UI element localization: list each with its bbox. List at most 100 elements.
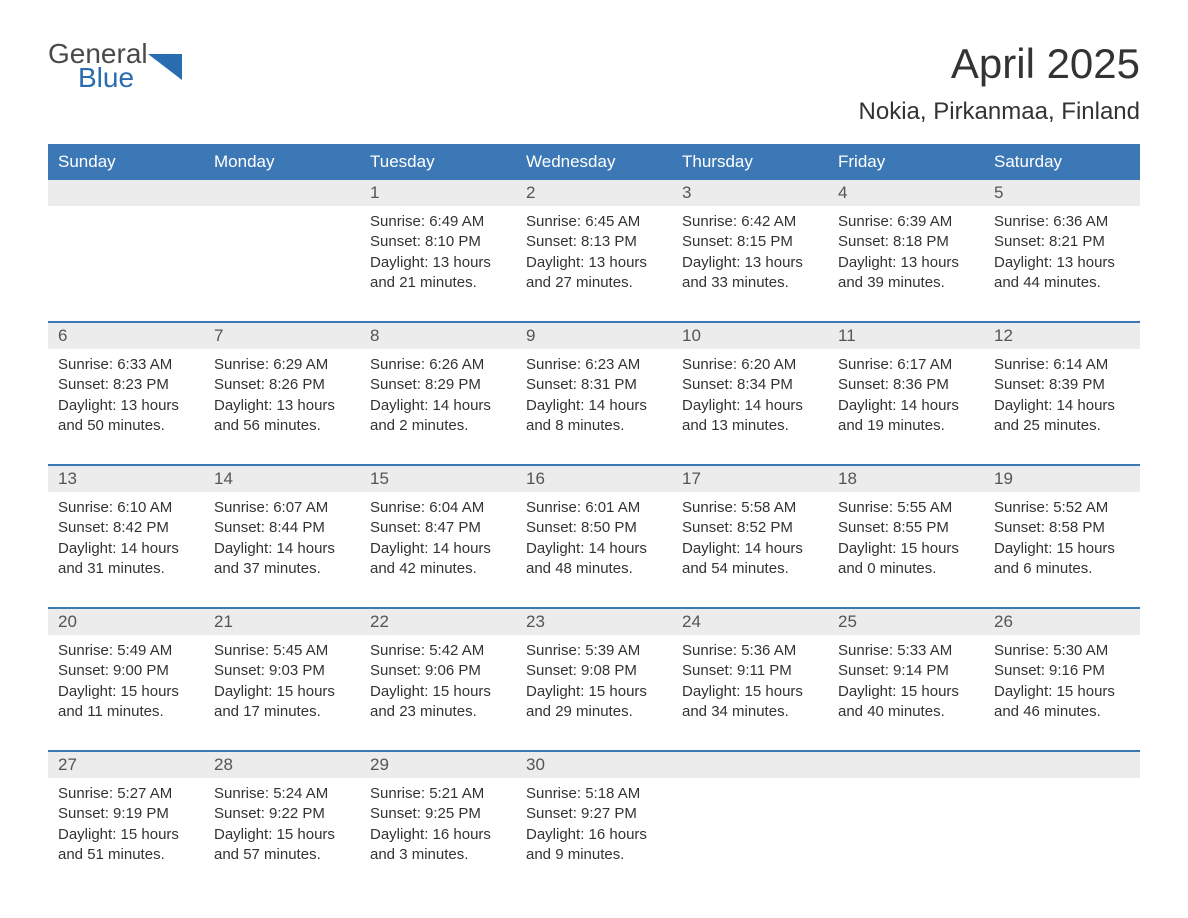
day-cell: Sunrise: 6:07 AMSunset: 8:44 PMDaylight:… xyxy=(204,492,360,607)
day-detail-line: Sunset: 9:19 PM xyxy=(58,804,194,824)
weekday-header: Sunday xyxy=(48,144,204,180)
day-detail-line: and 11 minutes. xyxy=(58,702,194,722)
day-detail-line: Sunset: 8:47 PM xyxy=(370,518,506,538)
day-cell: Sunrise: 5:27 AMSunset: 9:19 PMDaylight:… xyxy=(48,778,204,893)
day-number: 8 xyxy=(360,323,516,349)
calendar-week: 27282930Sunrise: 5:27 AMSunset: 9:19 PMD… xyxy=(48,750,1140,893)
day-detail-line: Sunset: 9:27 PM xyxy=(526,804,662,824)
day-detail-line: Sunrise: 5:30 AM xyxy=(994,641,1130,661)
day-detail-line: Daylight: 14 hours xyxy=(682,396,818,416)
day-detail-line: Sunset: 9:22 PM xyxy=(214,804,350,824)
day-detail-line: Daylight: 15 hours xyxy=(838,539,974,559)
day-detail-line: and 42 minutes. xyxy=(370,559,506,579)
day-detail-line: Sunrise: 6:45 AM xyxy=(526,212,662,232)
day-detail-line: Sunset: 8:36 PM xyxy=(838,375,974,395)
day-number: 19 xyxy=(984,466,1140,492)
day-number: 20 xyxy=(48,609,204,635)
day-detail-line: Daylight: 14 hours xyxy=(682,539,818,559)
day-number: 18 xyxy=(828,466,984,492)
weekday-header: Monday xyxy=(204,144,360,180)
day-cell: Sunrise: 5:24 AMSunset: 9:22 PMDaylight:… xyxy=(204,778,360,893)
day-detail-line: Sunrise: 5:27 AM xyxy=(58,784,194,804)
day-detail-line: and 23 minutes. xyxy=(370,702,506,722)
day-detail-line: Sunset: 8:58 PM xyxy=(994,518,1130,538)
day-cell: Sunrise: 6:49 AMSunset: 8:10 PMDaylight:… xyxy=(360,206,516,321)
day-detail-line: Sunrise: 5:45 AM xyxy=(214,641,350,661)
day-detail-line: Sunset: 9:03 PM xyxy=(214,661,350,681)
day-detail-line: Sunset: 9:00 PM xyxy=(58,661,194,681)
day-number: 28 xyxy=(204,752,360,778)
day-number: 9 xyxy=(516,323,672,349)
day-detail-line: and 17 minutes. xyxy=(214,702,350,722)
day-detail-line: Sunrise: 5:42 AM xyxy=(370,641,506,661)
day-number: 7 xyxy=(204,323,360,349)
day-number xyxy=(48,180,204,206)
day-detail-line: Daylight: 15 hours xyxy=(682,682,818,702)
day-detail-line: and 9 minutes. xyxy=(526,845,662,865)
day-detail-line: and 34 minutes. xyxy=(682,702,818,722)
weekday-header: Friday xyxy=(828,144,984,180)
logo-word-blue: Blue xyxy=(78,64,148,92)
day-detail-line: and 33 minutes. xyxy=(682,273,818,293)
day-number: 13 xyxy=(48,466,204,492)
day-number: 10 xyxy=(672,323,828,349)
day-number: 29 xyxy=(360,752,516,778)
day-detail-line: Sunrise: 6:17 AM xyxy=(838,355,974,375)
day-detail-line: Sunset: 8:42 PM xyxy=(58,518,194,538)
weekday-header: Thursday xyxy=(672,144,828,180)
day-detail-line: and 3 minutes. xyxy=(370,845,506,865)
day-number: 14 xyxy=(204,466,360,492)
day-detail-line: Daylight: 15 hours xyxy=(58,682,194,702)
day-detail-line: and 8 minutes. xyxy=(526,416,662,436)
day-detail-line: Sunset: 8:50 PM xyxy=(526,518,662,538)
day-detail-line: and 50 minutes. xyxy=(58,416,194,436)
day-detail-line: Sunset: 8:13 PM xyxy=(526,232,662,252)
day-detail-line: Sunset: 9:11 PM xyxy=(682,661,818,681)
calendar-week: 13141516171819Sunrise: 6:10 AMSunset: 8:… xyxy=(48,464,1140,607)
calendar-week: 12345Sunrise: 6:49 AMSunset: 8:10 PMDayl… xyxy=(48,180,1140,321)
day-detail-line: Sunset: 9:16 PM xyxy=(994,661,1130,681)
day-cell: Sunrise: 5:18 AMSunset: 9:27 PMDaylight:… xyxy=(516,778,672,893)
day-number: 3 xyxy=(672,180,828,206)
day-detail-line: Sunrise: 6:07 AM xyxy=(214,498,350,518)
day-cell: Sunrise: 6:01 AMSunset: 8:50 PMDaylight:… xyxy=(516,492,672,607)
day-number: 30 xyxy=(516,752,672,778)
day-cell xyxy=(672,778,828,893)
weekday-header-row: Sunday Monday Tuesday Wednesday Thursday… xyxy=(48,144,1140,180)
day-detail-line: Sunrise: 6:49 AM xyxy=(370,212,506,232)
day-detail-line: Daylight: 15 hours xyxy=(214,825,350,845)
day-detail-line: Sunset: 9:25 PM xyxy=(370,804,506,824)
day-cell: Sunrise: 6:36 AMSunset: 8:21 PMDaylight:… xyxy=(984,206,1140,321)
day-detail-line: Sunset: 8:18 PM xyxy=(838,232,974,252)
day-detail-line: Sunset: 9:06 PM xyxy=(370,661,506,681)
day-detail-line: Sunset: 8:15 PM xyxy=(682,232,818,252)
day-cell: Sunrise: 5:55 AMSunset: 8:55 PMDaylight:… xyxy=(828,492,984,607)
title-block: April 2025 Nokia, Pirkanmaa, Finland xyxy=(859,40,1140,126)
day-detail-line: Sunrise: 6:23 AM xyxy=(526,355,662,375)
day-detail-line: and 51 minutes. xyxy=(58,845,194,865)
day-number: 17 xyxy=(672,466,828,492)
day-detail-line: and 21 minutes. xyxy=(370,273,506,293)
day-cell: Sunrise: 5:21 AMSunset: 9:25 PMDaylight:… xyxy=(360,778,516,893)
day-detail-line: Daylight: 13 hours xyxy=(682,253,818,273)
day-detail-line: Sunrise: 6:29 AM xyxy=(214,355,350,375)
day-cell xyxy=(204,206,360,321)
day-detail-line: Daylight: 15 hours xyxy=(58,825,194,845)
day-number xyxy=(672,752,828,778)
day-detail-line: Sunset: 8:26 PM xyxy=(214,375,350,395)
day-detail-line: Sunrise: 6:04 AM xyxy=(370,498,506,518)
day-detail-line: and 27 minutes. xyxy=(526,273,662,293)
logo-text: General Blue xyxy=(48,40,148,92)
calendar: Sunday Monday Tuesday Wednesday Thursday… xyxy=(48,144,1140,893)
day-detail-line: Daylight: 14 hours xyxy=(214,539,350,559)
day-cell: Sunrise: 5:42 AMSunset: 9:06 PMDaylight:… xyxy=(360,635,516,750)
day-cell: Sunrise: 6:04 AMSunset: 8:47 PMDaylight:… xyxy=(360,492,516,607)
day-cell: Sunrise: 5:30 AMSunset: 9:16 PMDaylight:… xyxy=(984,635,1140,750)
day-detail-line: Sunset: 8:55 PM xyxy=(838,518,974,538)
day-cell: Sunrise: 6:10 AMSunset: 8:42 PMDaylight:… xyxy=(48,492,204,607)
day-detail-line: and 0 minutes. xyxy=(838,559,974,579)
day-cell xyxy=(984,778,1140,893)
weeks-container: 12345Sunrise: 6:49 AMSunset: 8:10 PMDayl… xyxy=(48,180,1140,893)
header: General Blue April 2025 Nokia, Pirkanmaa… xyxy=(48,40,1140,126)
day-detail-line: Sunset: 8:31 PM xyxy=(526,375,662,395)
